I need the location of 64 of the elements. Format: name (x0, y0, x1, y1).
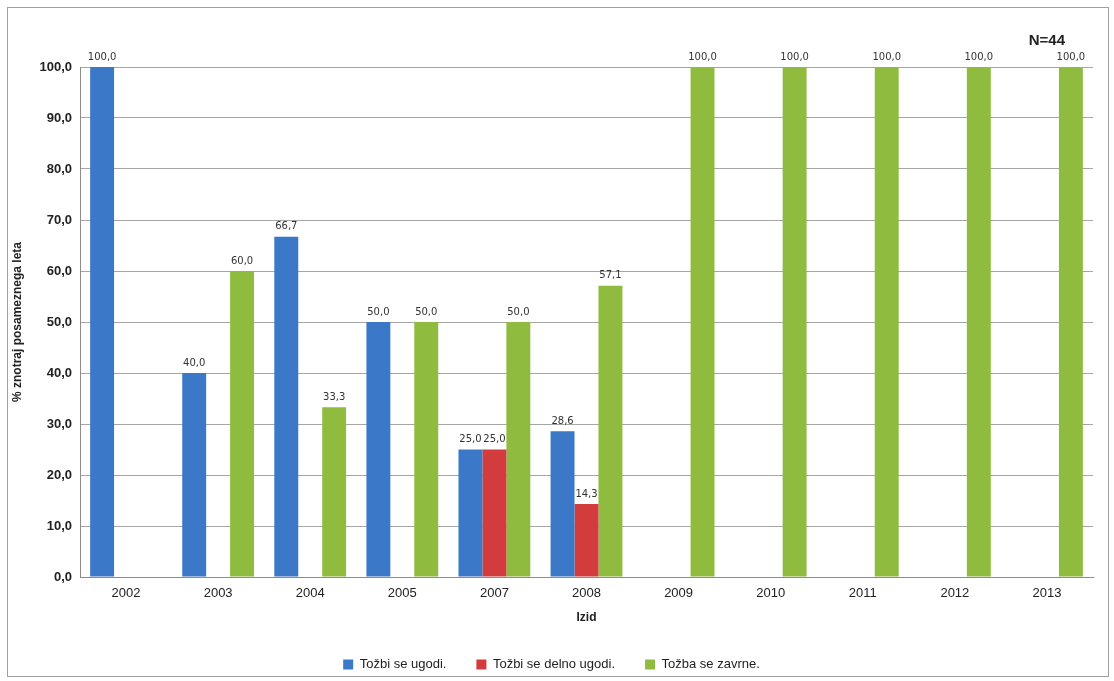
x-tick-label: 2005 (387, 585, 417, 601)
legend-label: Tožba se zavrne. (661, 656, 760, 672)
text: N=44 (1028, 31, 1066, 49)
bar (1058, 67, 1083, 577)
bar (550, 431, 575, 577)
data-label: 100,0 (87, 50, 117, 62)
y-axis-title: % znotraj posameznega leta (9, 241, 24, 403)
bar (414, 322, 439, 577)
bar (322, 407, 347, 577)
data-label: 28,6 (551, 414, 574, 426)
legend-label: Tožbi se ugodi. (359, 656, 447, 672)
bar (274, 236, 299, 577)
x-tick-label: 2004 (295, 585, 325, 601)
x-tick-label: 2008 (572, 585, 601, 601)
data-label: 33,3 (323, 390, 346, 402)
y-tick-label: 20,0 (46, 466, 72, 482)
data-label: 40,0 (183, 356, 206, 368)
data-label: 50,0 (415, 305, 438, 317)
data-label: 60,0 (230, 254, 254, 266)
bar (966, 67, 991, 577)
x-tick-label: 2002 (111, 585, 141, 601)
data-label: 25,0 (459, 433, 482, 445)
y-tick-label: 80,0 (46, 160, 72, 176)
data-label: 100,0 (964, 50, 994, 62)
data-label: 100,0 (1056, 50, 1086, 62)
bar (574, 504, 599, 577)
x-tick-label: 2009 (664, 585, 694, 601)
x-tick-label: 2010 (756, 585, 786, 601)
data-label: 66,7 (275, 220, 298, 232)
legend-label: Tožbi se delno ugodi. (492, 656, 616, 672)
data-label: 100,0 (688, 50, 717, 62)
data-label: 50,0 (507, 305, 530, 317)
y-tick-label: 70,0 (46, 211, 72, 227)
bar (690, 67, 715, 577)
bar (598, 285, 623, 577)
bar (230, 271, 255, 577)
y-tick-label: 60,0 (46, 262, 72, 278)
y-tick-label: 0,0 (53, 568, 72, 584)
y-tick-label: 40,0 (46, 364, 72, 380)
x-axis-title: Izid (576, 610, 597, 625)
bar (90, 67, 115, 577)
data-label: 25,0 (483, 433, 506, 445)
bar (506, 322, 531, 577)
y-tick-label: 90,0 (46, 109, 72, 125)
data-label: 100,0 (872, 50, 902, 62)
bar (458, 449, 483, 577)
x-tick-label: 2003 (203, 585, 233, 601)
y-tick-label: 10,0 (46, 517, 72, 533)
x-tick-label: 2012 (940, 585, 970, 601)
bar (366, 322, 391, 577)
y-tick-label: 50,0 (46, 313, 72, 329)
data-label: 100,0 (780, 50, 809, 62)
x-tick-label: 2007 (479, 585, 509, 601)
x-tick-label: 2013 (1032, 585, 1062, 601)
bar (482, 449, 507, 577)
y-tick-label: 100,0 (39, 58, 72, 74)
data-label: 50,0 (367, 305, 390, 317)
y-tick-label: 30,0 (46, 415, 72, 431)
bar (182, 373, 207, 577)
data-label: 14,3 (575, 487, 598, 499)
bar (874, 67, 899, 577)
data-label: 57,1 (599, 269, 622, 281)
x-tick-label: 2011 (848, 585, 877, 601)
bar (782, 67, 807, 577)
